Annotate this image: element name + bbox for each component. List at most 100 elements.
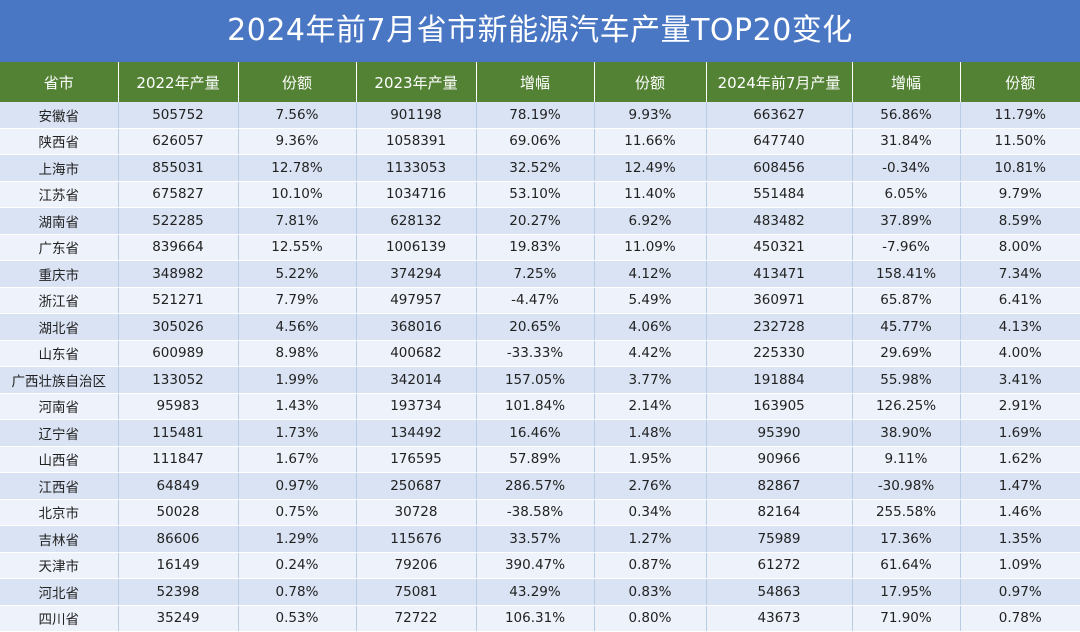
cell-output-2024: 483482	[706, 207, 853, 235]
cell-output-2024: 413471	[706, 260, 853, 288]
table-row: 湖北省 305026 4.56% 368016 20.65% 4.06% 232728 45.…	[0, 313, 1080, 341]
cell-share-2023: 2.76%	[594, 472, 707, 500]
cell-output-2022: 521271	[118, 287, 239, 314]
cell-output-2022: 115481	[118, 419, 239, 447]
cell-share-2024: 4.13%	[960, 313, 1080, 341]
table-row: 四川省 35249 0.53% 72722 106.31% 0.80% 43673 71.90…	[0, 605, 1080, 632]
cell-output-2023: 901198	[356, 102, 477, 129]
cell-output-2024: 54863	[706, 578, 853, 606]
cell-share-2024: 10.81%	[960, 154, 1080, 182]
cell-province: 湖南省	[0, 207, 119, 235]
cell-share-2024: 11.79%	[960, 102, 1080, 129]
cell-growth-2023: 78.19%	[476, 102, 595, 129]
header-share-2023: 份额	[594, 62, 707, 102]
cell-province: 吉林省	[0, 525, 119, 553]
cell-growth-2024: 29.69%	[852, 340, 961, 367]
cell-output-2024: 61272	[706, 552, 853, 579]
cell-province: 湖北省	[0, 313, 119, 341]
table-row: 陕西省 626057 9.36% 1058391 69.06% 11.66% 647740 3…	[0, 128, 1080, 155]
cell-province: 四川省	[0, 605, 119, 632]
cell-growth-2024: -7.96%	[852, 234, 961, 261]
table-row: 广西壮族自治区 133052 1.99% 342014 157.05% 3.77% 1918…	[0, 366, 1080, 394]
cell-output-2022: 626057	[118, 128, 239, 155]
cell-output-2024: 95390	[706, 419, 853, 447]
cell-growth-2023: 43.29%	[476, 578, 595, 606]
cell-output-2024: 232728	[706, 313, 853, 341]
cell-share-2022: 10.10%	[238, 181, 357, 208]
cell-growth-2024: 126.25%	[852, 393, 961, 420]
cell-share-2023: 9.93%	[594, 102, 707, 129]
cell-share-2022: 1.43%	[238, 393, 357, 420]
cell-output-2022: 86606	[118, 525, 239, 553]
cell-output-2023: 1006139	[356, 234, 477, 261]
production-table: 省市 2022年产量 份额 2023年产量 增幅 份额 2024年前7月产量 增…	[0, 62, 1080, 632]
cell-growth-2024: 56.86%	[852, 102, 961, 129]
cell-share-2024: 1.35%	[960, 525, 1080, 553]
cell-output-2022: 305026	[118, 313, 239, 341]
cell-share-2024: 11.50%	[960, 128, 1080, 155]
cell-share-2024: 3.41%	[960, 366, 1080, 394]
cell-growth-2024: 55.98%	[852, 366, 961, 394]
cell-output-2022: 111847	[118, 446, 239, 473]
cell-output-2024: 647740	[706, 128, 853, 155]
cell-growth-2023: 101.84%	[476, 393, 595, 420]
cell-output-2024: 225330	[706, 340, 853, 367]
cell-province: 陕西省	[0, 128, 119, 155]
table-row: 天津市 16149 0.24% 79206 390.47% 0.87% 61272 61.64…	[0, 552, 1080, 579]
cell-growth-2023: -4.47%	[476, 287, 595, 314]
cell-share-2022: 7.81%	[238, 207, 357, 235]
cell-share-2024: 0.97%	[960, 578, 1080, 606]
cell-share-2024: 7.34%	[960, 260, 1080, 288]
cell-share-2023: 11.40%	[594, 181, 707, 208]
table-row: 山西省 111847 1.67% 176595 57.89% 1.95% 90966 9.11…	[0, 446, 1080, 473]
cell-share-2024: 1.09%	[960, 552, 1080, 579]
cell-share-2022: 0.78%	[238, 578, 357, 606]
table-row: 湖南省 522285 7.81% 628132 20.27% 6.92% 483482 37.…	[0, 207, 1080, 235]
cell-province: 辽宁省	[0, 419, 119, 447]
cell-output-2023: 79206	[356, 552, 477, 579]
cell-growth-2024: 158.41%	[852, 260, 961, 288]
cell-province: 浙江省	[0, 287, 119, 314]
cell-share-2022: 0.97%	[238, 472, 357, 500]
cell-growth-2024: -30.98%	[852, 472, 961, 500]
cell-share-2023: 4.42%	[594, 340, 707, 367]
cell-growth-2024: 61.64%	[852, 552, 961, 579]
cell-province: 北京市	[0, 499, 119, 526]
cell-output-2023: 497957	[356, 287, 477, 314]
cell-output-2024: 75989	[706, 525, 853, 553]
cell-share-2023: 12.49%	[594, 154, 707, 182]
cell-share-2024: 8.59%	[960, 207, 1080, 235]
cell-output-2023: 30728	[356, 499, 477, 526]
cell-output-2024: 450321	[706, 234, 853, 261]
cell-share-2024: 1.69%	[960, 419, 1080, 447]
cell-growth-2023: 33.57%	[476, 525, 595, 553]
cell-growth-2023: -38.58%	[476, 499, 595, 526]
cell-share-2023: 2.14%	[594, 393, 707, 420]
cell-output-2024: 43673	[706, 605, 853, 632]
table-row: 吉林省 86606 1.29% 115676 33.57% 1.27% 75989 17.36…	[0, 525, 1080, 553]
cell-province: 河南省	[0, 393, 119, 420]
cell-output-2023: 193734	[356, 393, 477, 420]
table-row: 北京市 50028 0.75% 30728 -38.58% 0.34% 82164 255.5…	[0, 499, 1080, 526]
cell-province: 安徽省	[0, 102, 119, 129]
header-growth-2023: 增幅	[476, 62, 595, 102]
cell-output-2023: 342014	[356, 366, 477, 394]
cell-province: 广东省	[0, 234, 119, 261]
cell-growth-2023: 32.52%	[476, 154, 595, 182]
cell-share-2023: 0.34%	[594, 499, 707, 526]
cell-growth-2023: 57.89%	[476, 446, 595, 473]
cell-share-2024: 1.47%	[960, 472, 1080, 500]
cell-share-2023: 0.80%	[594, 605, 707, 632]
table-row: 安徽省 505752 7.56% 901198 78.19% 9.93% 663627 56.…	[0, 102, 1080, 129]
table-row: 江苏省 675827 10.10% 1034716 53.10% 11.40% 551484…	[0, 181, 1080, 208]
cell-share-2023: 6.92%	[594, 207, 707, 235]
cell-output-2023: 75081	[356, 578, 477, 606]
cell-growth-2023: 69.06%	[476, 128, 595, 155]
table-row: 浙江省 521271 7.79% 497957 -4.47% 5.49% 360971 65.…	[0, 287, 1080, 314]
cell-output-2024: 663627	[706, 102, 853, 129]
cell-output-2022: 675827	[118, 181, 239, 208]
cell-growth-2023: 53.10%	[476, 181, 595, 208]
cell-output-2022: 50028	[118, 499, 239, 526]
cell-growth-2023: 16.46%	[476, 419, 595, 447]
cell-output-2023: 1133053	[356, 154, 477, 182]
